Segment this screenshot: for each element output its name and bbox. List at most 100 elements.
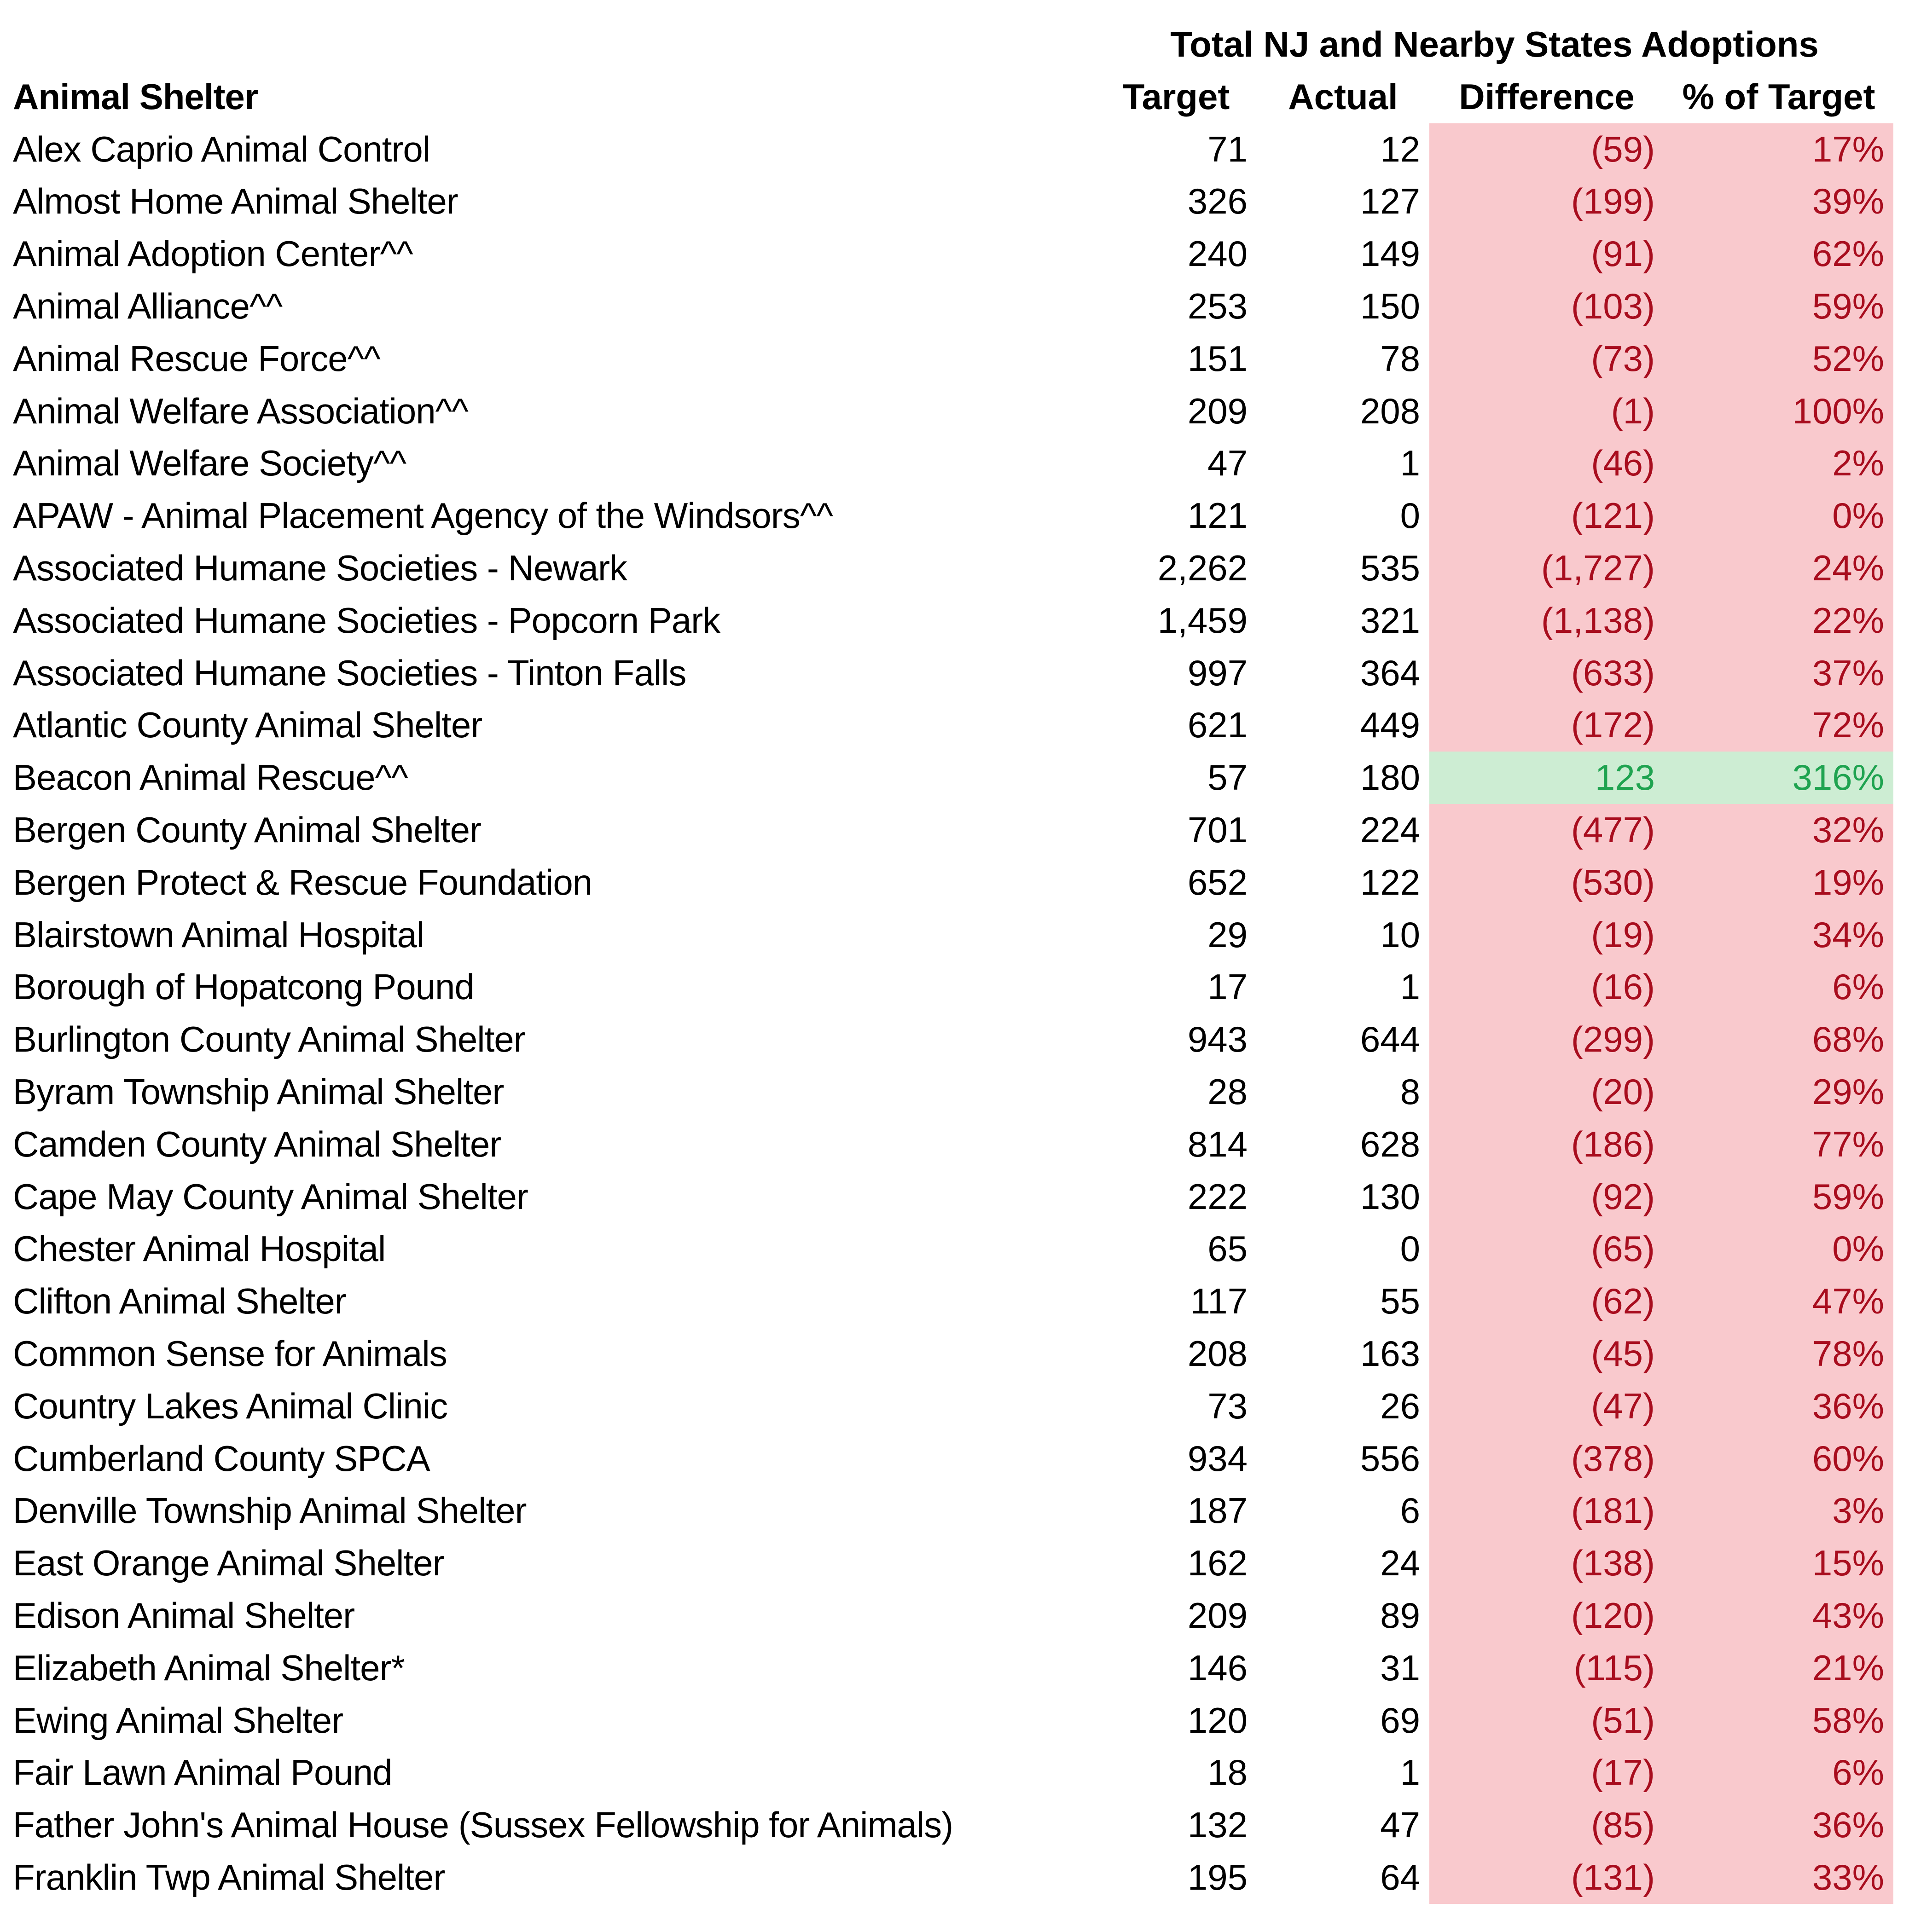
pct-of-target-value: 37% bbox=[1664, 647, 1893, 700]
table-row: Clifton Animal Shelter 117 55 (62) 47% bbox=[0, 1275, 1915, 1328]
actual-value: 321 bbox=[1360, 600, 1420, 641]
actual-value: 208 bbox=[1360, 390, 1420, 431]
table-row: Associated Humane Societies - Newark 2,2… bbox=[0, 542, 1915, 595]
difference-value: (65) bbox=[1429, 1223, 1664, 1276]
target-value: 132 bbox=[1187, 1805, 1248, 1845]
difference-value: (186) bbox=[1429, 1118, 1664, 1171]
actual-value: 535 bbox=[1360, 547, 1420, 588]
difference-value: (103) bbox=[1429, 280, 1664, 333]
target-value: 71 bbox=[1207, 128, 1248, 169]
difference-value: (19) bbox=[1429, 908, 1664, 961]
difference-value: (59) bbox=[1429, 123, 1664, 176]
target-value: 29 bbox=[1207, 914, 1248, 955]
table-row: Chester Animal Hospital 65 0 (65) 0% bbox=[0, 1223, 1915, 1276]
col-header-actual: Actual bbox=[1288, 76, 1398, 117]
table-group-title: Total NJ and Nearby States Adoptions bbox=[1170, 24, 1819, 64]
shelter-name: Franklin Twp Animal Shelter bbox=[13, 1857, 445, 1897]
shelter-name: Clifton Animal Shelter bbox=[13, 1281, 347, 1322]
col-header-difference: Difference bbox=[1459, 76, 1635, 117]
actual-value: 628 bbox=[1360, 1123, 1420, 1164]
pct-of-target-value: 24% bbox=[1664, 542, 1893, 595]
actual-value: 1 bbox=[1400, 443, 1420, 484]
table-row: Cumberland County SPCA 934 556 (378) 60% bbox=[0, 1432, 1915, 1485]
table-row: Burlington County Animal Shelter 943 644… bbox=[0, 1013, 1915, 1066]
actual-value: 78 bbox=[1380, 338, 1420, 379]
difference-value: (73) bbox=[1429, 332, 1664, 385]
shelter-name: Borough of Hopatcong Pound bbox=[13, 966, 475, 1007]
shelter-name: Almost Home Animal Shelter bbox=[13, 181, 458, 222]
shelter-name: Animal Rescue Force^^ bbox=[13, 338, 381, 379]
shelter-name: Burlington County Animal Shelter bbox=[13, 1019, 526, 1060]
table-title-row: Total NJ and Nearby States Adoptions bbox=[0, 18, 1915, 71]
actual-value: 64 bbox=[1380, 1857, 1420, 1897]
actual-value: 0 bbox=[1400, 495, 1420, 536]
difference-value: (172) bbox=[1429, 699, 1664, 752]
table-row: Camden County Animal Shelter 814 628 (18… bbox=[0, 1118, 1915, 1171]
table-row: Animal Alliance^^ 253 150 (103) 59% bbox=[0, 280, 1915, 333]
difference-value: (1,138) bbox=[1429, 594, 1664, 647]
table-row: Associated Humane Societies - Popcorn Pa… bbox=[0, 594, 1915, 647]
shelter-name: Associated Humane Societies - Tinton Fal… bbox=[13, 652, 686, 693]
table-row: Almost Home Animal Shelter 326 127 (199)… bbox=[0, 175, 1915, 228]
table-row: Father John's Animal House (Sussex Fello… bbox=[0, 1799, 1915, 1851]
table-row: Cape May County Animal Shelter 222 130 (… bbox=[0, 1170, 1915, 1223]
shelter-name: Fair Lawn Animal Pound bbox=[13, 1752, 392, 1793]
difference-value: (131) bbox=[1429, 1851, 1664, 1904]
target-value: 146 bbox=[1187, 1647, 1248, 1688]
pct-of-target-value: 58% bbox=[1664, 1694, 1893, 1747]
shelter-name: Animal Welfare Association^^ bbox=[13, 390, 469, 431]
target-value: 253 bbox=[1187, 285, 1248, 326]
target-value: 240 bbox=[1187, 233, 1248, 274]
actual-value: 149 bbox=[1360, 233, 1420, 274]
shelter-name: Camden County Animal Shelter bbox=[13, 1123, 501, 1164]
target-value: 120 bbox=[1187, 1700, 1248, 1741]
table-row: Beacon Animal Rescue^^ 57 180 123 316% bbox=[0, 752, 1915, 804]
target-value: 209 bbox=[1187, 390, 1248, 431]
shelter-name: Father John's Animal House (Sussex Fello… bbox=[13, 1805, 953, 1845]
pct-of-target-value: 36% bbox=[1664, 1380, 1893, 1433]
actual-value: 24 bbox=[1380, 1543, 1420, 1584]
difference-value: (45) bbox=[1429, 1327, 1664, 1380]
table-row: Alex Caprio Animal Control 71 12 (59) 17… bbox=[0, 123, 1915, 176]
col-header-animal-shelter: Animal Shelter bbox=[13, 76, 258, 117]
pct-of-target-value: 43% bbox=[1664, 1589, 1893, 1642]
table-row: Edison Animal Shelter 209 89 (120) 43% bbox=[0, 1589, 1915, 1642]
shelter-name: Beacon Animal Rescue^^ bbox=[13, 757, 408, 798]
shelter-name: Blairstown Animal Hospital bbox=[13, 914, 424, 955]
difference-value: (51) bbox=[1429, 1694, 1664, 1747]
actual-value: 69 bbox=[1380, 1700, 1420, 1741]
pct-of-target-value: 0% bbox=[1664, 1223, 1893, 1276]
difference-value: (121) bbox=[1429, 490, 1664, 542]
pct-of-target-value: 0% bbox=[1664, 490, 1893, 542]
target-value: 117 bbox=[1190, 1281, 1248, 1322]
pct-of-target-value: 32% bbox=[1664, 804, 1893, 856]
pct-of-target-value: 68% bbox=[1664, 1013, 1893, 1066]
target-value: 652 bbox=[1187, 862, 1248, 902]
shelter-name: Cape May County Animal Shelter bbox=[13, 1176, 528, 1217]
pct-of-target-value: 52% bbox=[1664, 332, 1893, 385]
pct-of-target-value: 17% bbox=[1664, 123, 1893, 176]
actual-value: 644 bbox=[1360, 1019, 1420, 1060]
difference-value: (199) bbox=[1429, 175, 1664, 228]
table-row: Animal Adoption Center^^ 240 149 (91) 62… bbox=[0, 228, 1915, 280]
shelter-name: Associated Humane Societies - Popcorn Pa… bbox=[13, 600, 720, 641]
title-row-spacer bbox=[0, 18, 1096, 71]
actual-value: 26 bbox=[1380, 1385, 1420, 1426]
difference-value: (46) bbox=[1429, 437, 1664, 490]
table-row: Fair Lawn Animal Pound 18 1 (17) 6% bbox=[0, 1747, 1915, 1799]
difference-value: (17) bbox=[1429, 1747, 1664, 1799]
table-row: Atlantic County Animal Shelter 621 449 (… bbox=[0, 699, 1915, 752]
actual-value: 224 bbox=[1360, 809, 1420, 850]
actual-value: 449 bbox=[1360, 705, 1420, 746]
pct-of-target-value: 77% bbox=[1664, 1118, 1893, 1171]
target-value: 18 bbox=[1207, 1752, 1248, 1793]
shelter-name: Common Sense for Animals bbox=[13, 1333, 447, 1374]
difference-value: (378) bbox=[1429, 1432, 1664, 1485]
pct-of-target-value: 29% bbox=[1664, 1065, 1893, 1118]
actual-value: 1 bbox=[1400, 1752, 1420, 1793]
actual-value: 122 bbox=[1360, 862, 1420, 902]
actual-value: 150 bbox=[1360, 285, 1420, 326]
shelter-name: Animal Welfare Society^^ bbox=[13, 443, 406, 484]
difference-value: (91) bbox=[1429, 228, 1664, 280]
